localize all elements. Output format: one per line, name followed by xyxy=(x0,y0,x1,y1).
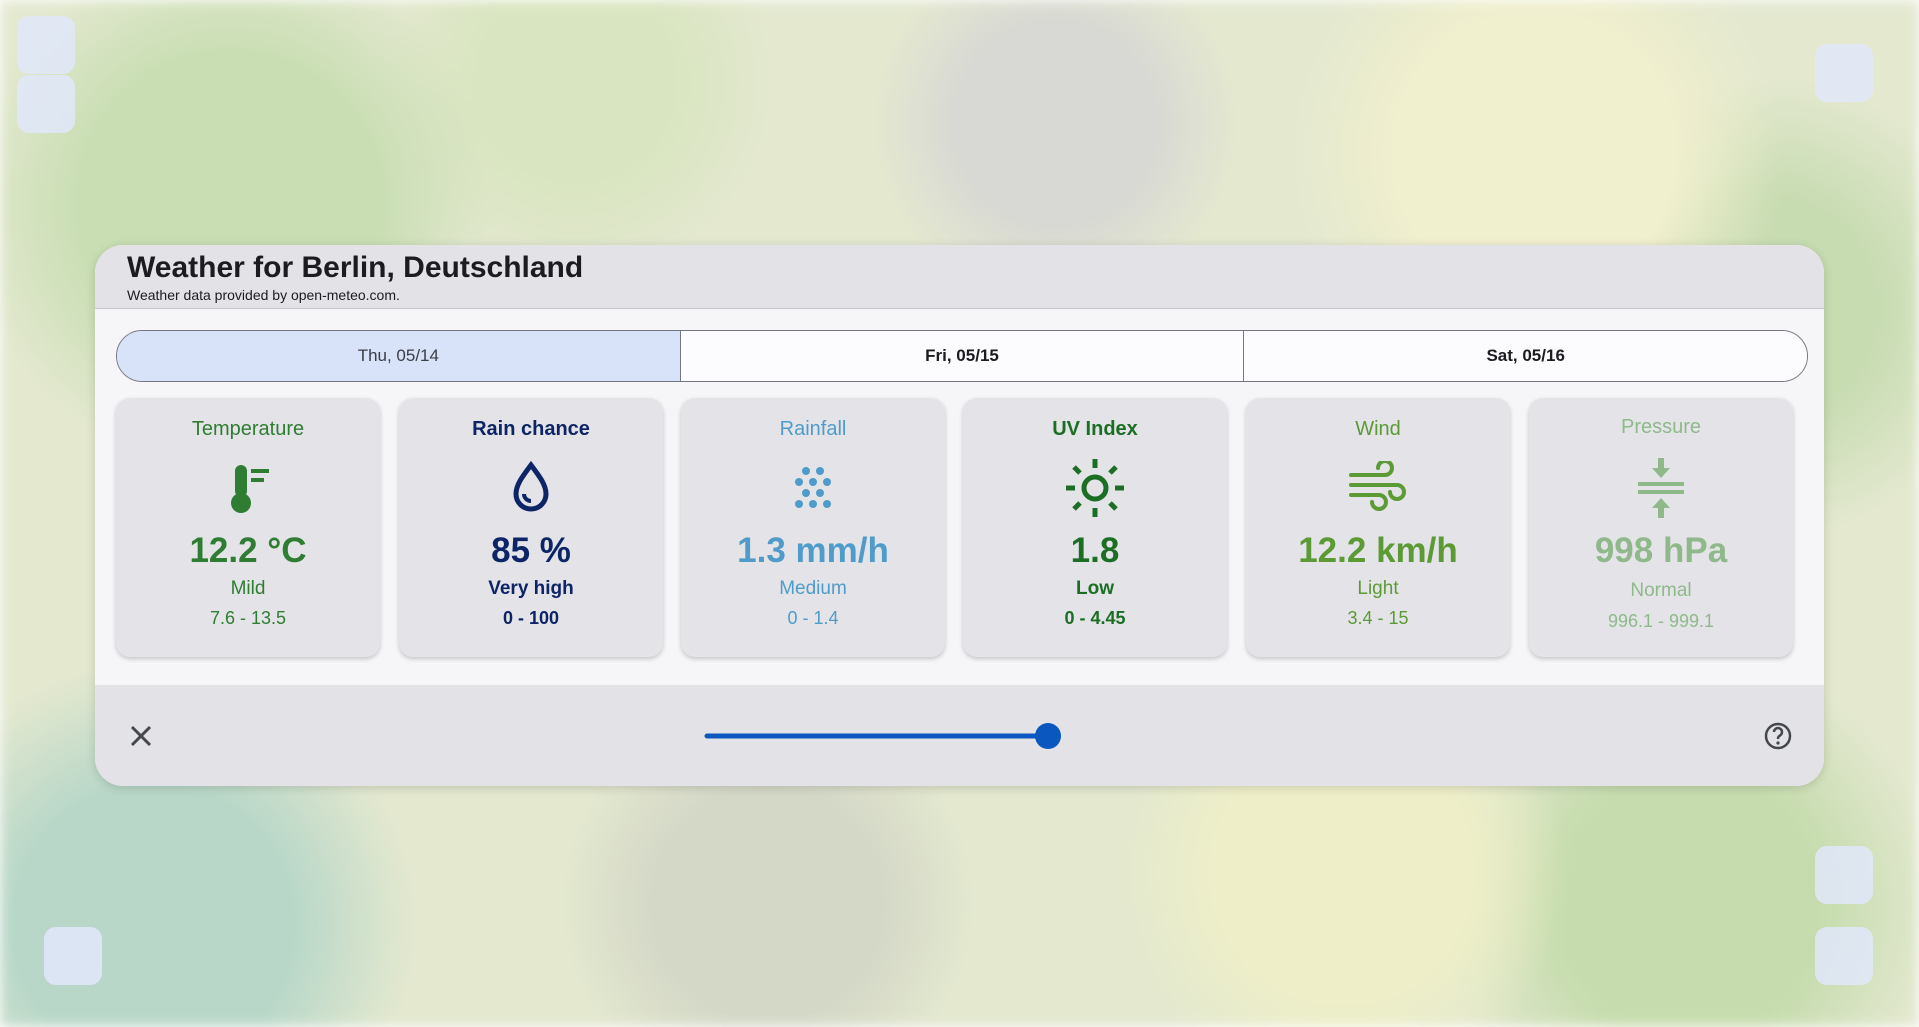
card-range: 0 - 4.45 xyxy=(1064,608,1126,628)
weather-card: Temperature 12.2 °C Mild 7.6 - 13.5 xyxy=(116,398,380,657)
card-value: 12.2 km/h xyxy=(1298,531,1458,570)
day-tab[interactable]: Fri, 05/15 xyxy=(679,331,1244,381)
card-label: Wind xyxy=(1355,418,1401,440)
weather-card: UV Index 1.8 Low 0 - 4.45 xyxy=(963,398,1227,657)
map-search[interactable] xyxy=(1815,846,1873,904)
day-tabs: Thu, 05/14 Fri, 05/15 Sat, 05/16 xyxy=(116,330,1808,382)
card-range: 3.4 - 15 xyxy=(1347,608,1409,628)
card-icon xyxy=(963,459,1227,517)
day-tab[interactable]: Thu, 05/14 xyxy=(117,331,680,381)
dialog-title: Weather for Berlin, Deutschland xyxy=(127,251,584,284)
card-description: Normal xyxy=(1630,580,1692,601)
card-range: 0 - 100 xyxy=(502,608,560,628)
card-label: Rain chance xyxy=(472,418,590,440)
dialog-subtitle: Weather data provided by open-meteo.com. xyxy=(127,287,400,303)
card-description: Light xyxy=(1357,578,1399,599)
help-button[interactable] xyxy=(1764,722,1792,750)
card-value: 85 % xyxy=(491,531,571,570)
map-home[interactable] xyxy=(44,927,102,985)
weather-card: Pressure 998 hPa Normal 996.1 - 999.1 xyxy=(1529,398,1793,657)
map-locate[interactable] xyxy=(1815,927,1873,985)
card-range: 7.6 - 13.5 xyxy=(209,608,287,628)
card-label: Rainfall xyxy=(779,418,847,440)
card-description: Medium xyxy=(779,578,847,599)
card-label: Temperature xyxy=(191,418,305,440)
card-icon xyxy=(1246,459,1510,515)
card-value: 1.8 xyxy=(1070,531,1120,570)
card-description: Low xyxy=(1076,578,1114,599)
card-range: 0 - 1.4 xyxy=(787,608,839,628)
weather-dialog: Weather for Berlin, Deutschland Weather … xyxy=(95,245,1824,786)
card-value: 998 hPa xyxy=(1594,531,1728,570)
zoom-in[interactable] xyxy=(17,16,75,74)
dialog-header: Weather for Berlin, Deutschland Weather … xyxy=(95,245,1824,309)
time-slider-thumb[interactable] xyxy=(1035,723,1061,749)
close-button[interactable] xyxy=(130,725,152,747)
weather-card: Rain chance 85 % Very high 0 - 100 xyxy=(399,398,663,657)
card-value: 12.2 °C xyxy=(189,531,307,570)
zoom-out[interactable] xyxy=(17,75,75,133)
card-value: 1.3 mm/h xyxy=(737,531,889,570)
card-description: Very high xyxy=(488,578,574,599)
weather-card: Rainfall 1.3 mm/h Medium 0 - 1.4 xyxy=(681,398,945,657)
footer-controls xyxy=(130,722,1792,750)
card-label: Pressure xyxy=(1620,416,1702,438)
card-description: Mild xyxy=(230,578,266,599)
day-tab[interactable]: Sat, 05/16 xyxy=(1243,331,1807,381)
card-icon xyxy=(681,461,945,515)
card-icon xyxy=(1529,456,1793,518)
card-range: 996.1 - 999.1 xyxy=(1607,611,1715,631)
map-layers[interactable] xyxy=(1815,44,1873,102)
card-icon xyxy=(116,461,380,515)
dialog-footer xyxy=(95,685,1824,786)
card-icon xyxy=(399,460,663,515)
card-label: UV Index xyxy=(1052,418,1138,440)
weather-card: Wind 12.2 km/h Light 3.4 - 15 xyxy=(1246,398,1510,657)
